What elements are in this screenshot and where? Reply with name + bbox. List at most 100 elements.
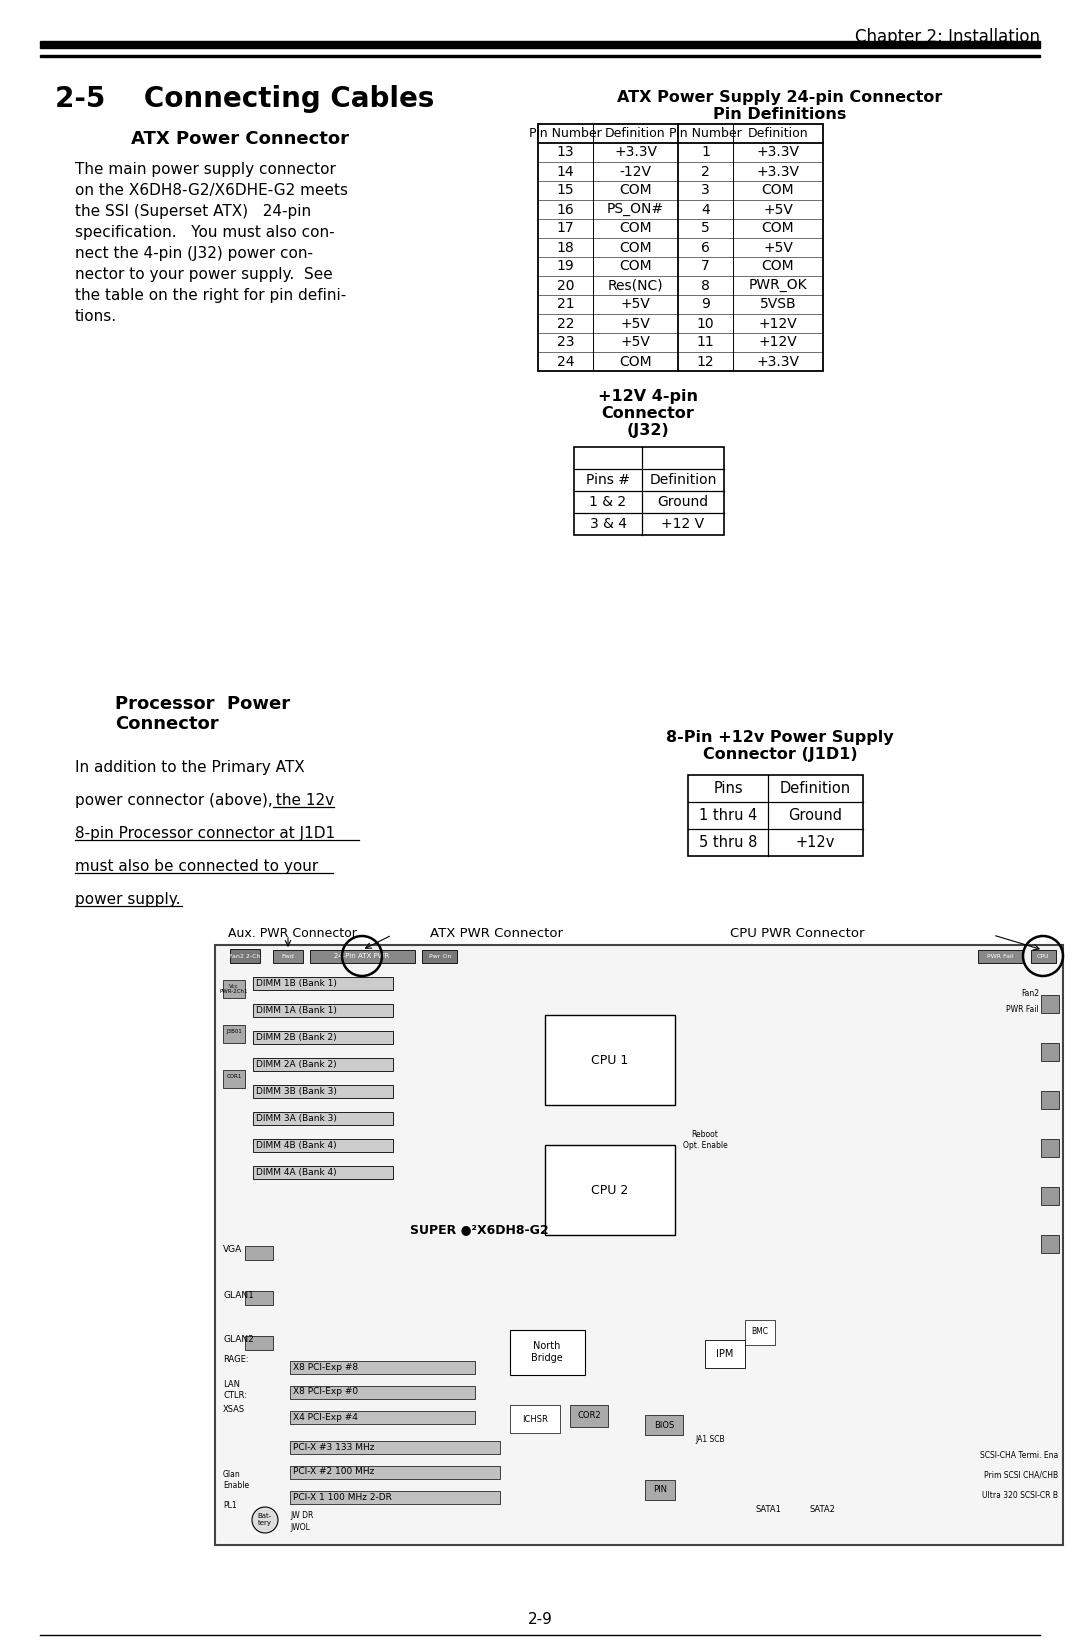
Text: 1 thru 4: 1 thru 4 xyxy=(699,808,757,823)
Text: Chapter 2: Installation: Chapter 2: Installation xyxy=(855,28,1040,46)
Bar xyxy=(253,977,393,990)
Bar xyxy=(40,54,1040,58)
Text: PCI-X #3 133 MHz: PCI-X #3 133 MHz xyxy=(293,1442,375,1452)
Text: 9: 9 xyxy=(701,297,710,312)
Bar xyxy=(273,950,303,964)
Text: +5V: +5V xyxy=(621,335,650,350)
Text: ATX PWR Connector: ATX PWR Connector xyxy=(430,927,563,940)
Bar xyxy=(291,1492,500,1505)
Text: COM: COM xyxy=(619,241,652,254)
Text: DIMM 2B (Bank 2): DIMM 2B (Bank 2) xyxy=(256,1033,337,1043)
Text: DIMM 1A (Bank 1): DIMM 1A (Bank 1) xyxy=(256,1006,337,1015)
Text: 24-Pin ATX PWR: 24-Pin ATX PWR xyxy=(335,954,390,960)
Text: X4 PCI-Exp #4: X4 PCI-Exp #4 xyxy=(293,1412,357,1422)
Text: J3B01: J3B01 xyxy=(226,1028,242,1040)
Text: Reboot
Opt. Enable: Reboot Opt. Enable xyxy=(683,1130,727,1150)
Bar xyxy=(705,1340,745,1368)
Text: Pin Number: Pin Number xyxy=(529,127,602,140)
Text: ATX Power Connector: ATX Power Connector xyxy=(131,130,349,148)
Text: Aux. PWR Connector: Aux. PWR Connector xyxy=(228,927,356,940)
Bar xyxy=(573,447,724,535)
Text: XSAS: XSAS xyxy=(222,1406,245,1414)
Text: +3.3V: +3.3V xyxy=(756,355,799,368)
Text: ICHSR: ICHSR xyxy=(522,1414,548,1424)
Bar xyxy=(745,1320,775,1345)
Bar xyxy=(1041,1091,1059,1109)
Text: PWR Fail: PWR Fail xyxy=(987,954,1013,959)
Bar xyxy=(291,1386,475,1399)
Text: 2: 2 xyxy=(701,165,710,178)
Text: PIN: PIN xyxy=(653,1485,667,1495)
Text: COM: COM xyxy=(619,183,652,198)
Text: -12V: -12V xyxy=(620,165,651,178)
Bar xyxy=(291,1361,475,1374)
Text: Connector (J1D1): Connector (J1D1) xyxy=(703,747,858,762)
Bar xyxy=(40,41,1040,48)
Bar xyxy=(510,1406,561,1432)
Bar xyxy=(1041,1138,1059,1157)
Text: COM: COM xyxy=(619,221,652,236)
Text: tions.: tions. xyxy=(75,309,117,323)
Text: SUPER ●²X6DH8-G2: SUPER ●²X6DH8-G2 xyxy=(410,1224,549,1236)
Text: 8-pin Processor connector at J1D1: 8-pin Processor connector at J1D1 xyxy=(75,827,335,842)
Text: 20: 20 xyxy=(557,279,575,292)
Text: 7: 7 xyxy=(701,259,710,274)
Bar xyxy=(222,1025,245,1043)
Circle shape xyxy=(252,1506,278,1533)
Text: Connector: Connector xyxy=(114,714,218,733)
Text: JW DR: JW DR xyxy=(291,1510,313,1520)
Text: +12V: +12V xyxy=(758,335,797,350)
Text: COR1: COR1 xyxy=(227,1074,242,1084)
Bar xyxy=(222,980,245,998)
Text: Vcc
PWR-2Ch1: Vcc PWR-2Ch1 xyxy=(219,983,248,995)
Text: CPU 1: CPU 1 xyxy=(592,1053,629,1066)
Text: X8 PCI-Exp #8: X8 PCI-Exp #8 xyxy=(293,1363,359,1371)
Text: 21: 21 xyxy=(556,297,575,312)
Text: Pin Number: Pin Number xyxy=(670,127,742,140)
Bar xyxy=(422,950,457,964)
Text: the SSI (Superset ATX)   24-pin: the SSI (Superset ATX) 24-pin xyxy=(75,205,311,219)
Bar xyxy=(545,1145,675,1234)
Bar xyxy=(310,950,415,964)
Text: The main power supply connector: The main power supply connector xyxy=(75,162,336,177)
Text: 3 & 4: 3 & 4 xyxy=(590,516,626,531)
Text: the table on the right for pin defini-: the table on the right for pin defini- xyxy=(75,289,347,304)
Text: CPU 2: CPU 2 xyxy=(592,1183,629,1196)
Text: PWR_OK: PWR_OK xyxy=(748,279,808,292)
Text: nector to your power supply.  See: nector to your power supply. See xyxy=(75,267,333,282)
Text: DIMM 3B (Bank 3): DIMM 3B (Bank 3) xyxy=(256,1087,337,1096)
Text: PWR Fail: PWR Fail xyxy=(1007,1005,1039,1015)
Text: DIMM 2A (Bank 2): DIMM 2A (Bank 2) xyxy=(256,1059,337,1069)
Bar xyxy=(1031,950,1056,964)
Text: power supply.: power supply. xyxy=(75,893,180,908)
Bar xyxy=(645,1480,675,1500)
Bar xyxy=(253,1167,393,1180)
Text: Ground: Ground xyxy=(658,495,708,508)
Bar xyxy=(291,1440,500,1454)
Bar xyxy=(688,776,863,856)
Text: power connector (above),: power connector (above), xyxy=(75,794,273,808)
Text: Processor  Power: Processor Power xyxy=(114,695,291,713)
Text: +5V: +5V xyxy=(764,203,793,216)
Text: +3.3V: +3.3V xyxy=(615,145,657,160)
Bar xyxy=(222,1069,245,1087)
Text: 5VSB: 5VSB xyxy=(759,297,796,312)
Text: 17: 17 xyxy=(556,221,575,236)
Text: GLAN2: GLAN2 xyxy=(222,1335,254,1345)
Text: BMC: BMC xyxy=(752,1328,769,1336)
Text: BIOS: BIOS xyxy=(653,1421,674,1429)
Text: COM: COM xyxy=(619,355,652,368)
Text: +12v: +12v xyxy=(796,835,835,850)
Text: 18: 18 xyxy=(556,241,575,254)
Bar xyxy=(253,1138,393,1152)
Text: +5V: +5V xyxy=(621,317,650,330)
Text: PS_ON#: PS_ON# xyxy=(607,203,664,216)
Text: Pins #: Pins # xyxy=(586,474,630,487)
Text: 24: 24 xyxy=(557,355,575,368)
Text: IPM: IPM xyxy=(716,1350,733,1360)
Text: Definition: Definition xyxy=(747,127,808,140)
Text: 2-5    Connecting Cables: 2-5 Connecting Cables xyxy=(55,86,434,112)
Text: Bat-
tery: Bat- tery xyxy=(258,1513,272,1526)
Text: SATA1: SATA1 xyxy=(755,1505,781,1515)
Bar xyxy=(215,945,1063,1544)
